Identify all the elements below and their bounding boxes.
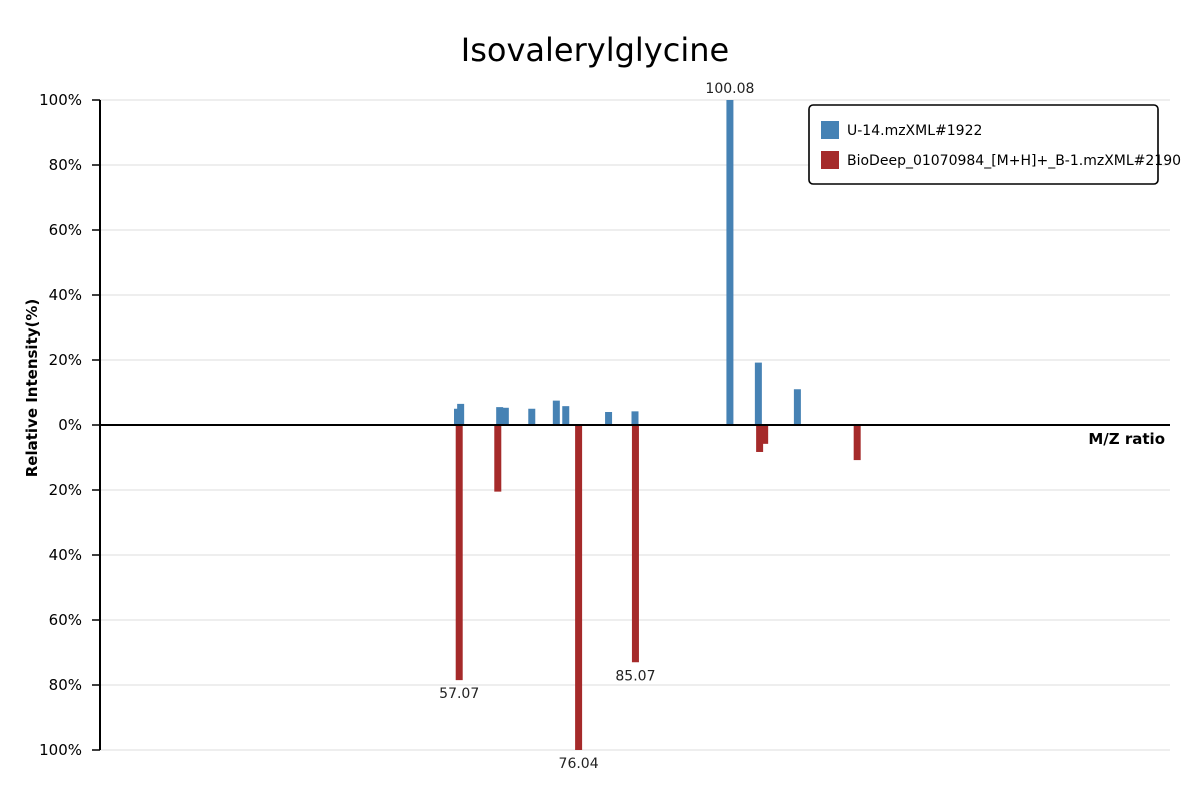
peak-label: 76.04 xyxy=(559,756,599,772)
sample-peak-bar xyxy=(457,403,465,425)
y-tick-label: 60% xyxy=(49,221,82,239)
y-tick-label: 20% xyxy=(49,351,82,369)
y-tick-label: 80% xyxy=(49,676,82,694)
y-tick-label: 40% xyxy=(49,286,82,304)
spectrum-bars xyxy=(454,100,861,750)
peak-label: 57.07 xyxy=(439,686,479,702)
sample-peak-bar xyxy=(528,408,536,425)
sample-peak-bar xyxy=(552,400,560,425)
peak-label: 100.08 xyxy=(705,81,754,97)
reference-peak-bar xyxy=(455,425,463,681)
legend-swatch-reference xyxy=(821,151,839,169)
sample-peak-bar xyxy=(726,100,734,425)
y-axis-title: Relative Intensity(%) xyxy=(23,299,41,478)
reference-peak-bar xyxy=(575,425,583,750)
legend-label-sample: U-14.mzXML#1922 xyxy=(847,123,982,139)
peak-label: 85.07 xyxy=(615,668,655,684)
reference-peak-bar xyxy=(761,425,769,444)
reference-peak-bar xyxy=(494,425,502,492)
y-tick-label: 40% xyxy=(49,546,82,564)
reference-peak-bar xyxy=(631,425,639,663)
x-axis-title: M/Z ratio xyxy=(1088,430,1165,448)
sample-peak-bar xyxy=(793,389,801,425)
y-tick-label: 100% xyxy=(39,741,82,759)
reference-peak-bar xyxy=(756,425,764,452)
legend-box xyxy=(808,104,1159,185)
sample-peak-bar xyxy=(501,407,509,425)
sample-peak-bar xyxy=(605,412,613,425)
sample-peak-bar xyxy=(754,362,762,425)
peak-labels: 100.08 57.07 76.04 85.07 xyxy=(439,81,754,772)
axes xyxy=(92,99,1170,751)
y-tick-labels: 0% 20% 40% 60% 80% 100% 20% 40% 60% 80% 100% xyxy=(39,91,82,759)
sample-peak-bar xyxy=(496,407,504,425)
legend-swatch-sample xyxy=(821,121,839,139)
legend: U-14.mzXML#1922 BioDeep_01070984_[M+H]+_… xyxy=(808,104,1181,185)
y-tick-label: 60% xyxy=(49,611,82,629)
sample-peak-bar xyxy=(562,406,570,425)
y-tick-label: 0% xyxy=(58,416,82,434)
y-tick-label: 80% xyxy=(49,156,82,174)
sample-peak-bar xyxy=(631,411,639,425)
reference-peak-bar xyxy=(853,425,861,461)
chart-title: Isovalerylglycine xyxy=(461,31,729,69)
y-tick-label: 20% xyxy=(49,481,82,499)
legend-label-reference: BioDeep_01070984_[M+H]+_B-1.mzXML#2190 xyxy=(847,153,1181,169)
y-tick-label: 100% xyxy=(39,91,82,109)
